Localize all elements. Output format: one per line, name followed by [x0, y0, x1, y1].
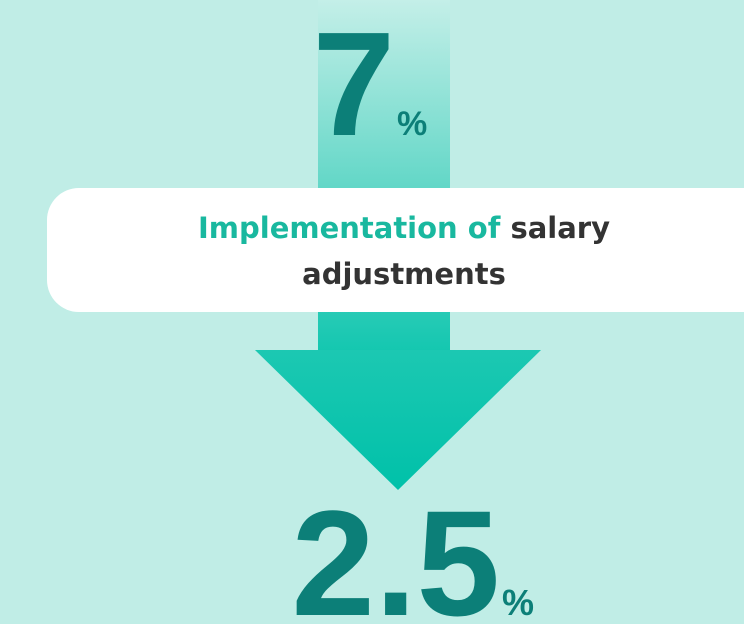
label-highlight: Implementation of — [198, 211, 501, 245]
top-unit: % — [397, 105, 427, 143]
top-number: 7 — [313, 2, 395, 167]
label-rest: salary — [510, 211, 610, 245]
label-box — [47, 188, 744, 312]
label-line2: adjustments — [302, 257, 506, 291]
label-line1: Implementation of salary — [198, 211, 610, 245]
bottom-unit: % — [502, 582, 534, 623]
arrow-head — [255, 350, 541, 490]
bottom-number: 2.5 — [291, 479, 500, 624]
